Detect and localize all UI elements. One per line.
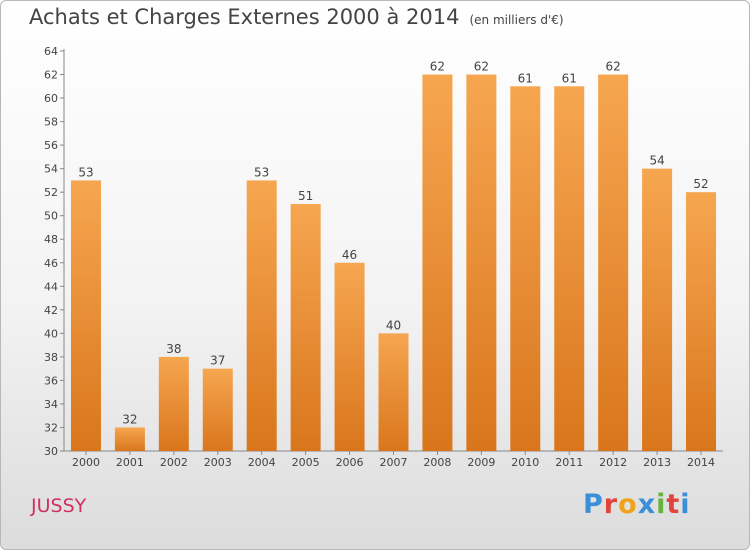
bar-2007 [378,333,409,451]
x-tick-label: 2001 [116,456,144,469]
x-tick-label: 2004 [248,456,276,469]
y-tick-label: 36 [44,374,58,387]
bar-2014 [686,192,717,452]
x-tick-label: 2010 [511,456,539,469]
x-tick-label: 2014 [687,456,715,469]
y-tick-label: 48 [44,233,58,246]
value-label-2006: 46 [342,248,357,262]
y-tick-label: 60 [44,92,58,105]
y-tick-label: 34 [44,398,58,411]
x-tick-label: 2013 [643,456,671,469]
logo-letter: o [618,489,638,520]
x-tick-label: 2012 [599,456,627,469]
bar-2005 [290,203,321,451]
bar-2008 [422,74,453,451]
bar-2001 [114,427,145,451]
x-tick-label: 2009 [467,456,495,469]
value-label-2008: 62 [430,60,445,74]
logo-letter: r [603,489,619,520]
logo-letter: i [680,489,691,520]
logo-letter: i [656,489,667,520]
y-tick-label: 58 [44,116,58,129]
value-label-2009: 62 [474,60,489,74]
y-tick-label: 42 [44,304,58,317]
value-label-2010: 61 [518,71,533,85]
value-label-2001: 32 [122,412,137,426]
value-label-2000: 53 [78,165,93,179]
bar-2009 [466,74,497,451]
y-tick-label: 62 [44,69,58,82]
chart-unit: (en milliers d'€) [469,13,564,27]
value-label-2012: 62 [606,60,621,74]
value-label-2002: 38 [166,342,181,356]
value-label-2014: 52 [693,177,708,191]
y-tick-label: 38 [44,351,58,364]
bar-2012 [598,74,629,451]
bar-2011 [554,86,585,451]
value-label-2011: 61 [562,71,577,85]
value-label-2007: 40 [386,318,401,332]
bar-2004 [246,180,277,452]
x-tick-label: 2002 [160,456,188,469]
bar-2000 [70,180,101,452]
chart-title: Achats et Charges Externes 2000 à 2014 (e… [29,5,564,29]
logo-letter: t [666,489,681,520]
x-tick-label: 2011 [555,456,583,469]
x-tick-label: 2006 [336,456,364,469]
x-tick-label: 2003 [204,456,232,469]
proxiti-logo[interactable]: Proxiti [583,489,691,520]
x-tick-label: 2008 [423,456,451,469]
bar-2013 [642,168,673,451]
chart-title-text: Achats et Charges Externes 2000 à 2014 [29,5,460,29]
logo-letter: P [583,489,604,520]
y-tick-label: 64 [44,45,58,58]
y-tick-label: 56 [44,139,58,152]
x-tick-label: 2005 [292,456,320,469]
x-tick-label: 2007 [380,456,408,469]
y-tick-label: 30 [44,445,58,458]
y-tick-label: 52 [44,186,58,199]
bar-2006 [334,262,365,451]
logo-letter: x [637,489,657,520]
y-tick-label: 54 [44,163,58,176]
x-tick-label: 2000 [72,456,100,469]
bar-2002 [158,356,189,451]
y-tick-label: 50 [44,210,58,223]
value-label-2003: 37 [210,354,225,368]
y-tick-label: 32 [44,421,58,434]
y-tick-label: 40 [44,327,58,340]
y-tick-label: 46 [44,257,58,270]
value-label-2005: 51 [298,189,313,203]
bar-2010 [510,86,541,451]
value-label-2004: 53 [254,165,269,179]
value-label-2013: 54 [649,154,664,168]
city-name: JUSSY [31,495,87,517]
y-tick-label: 44 [44,280,58,293]
bar-2003 [202,368,233,451]
